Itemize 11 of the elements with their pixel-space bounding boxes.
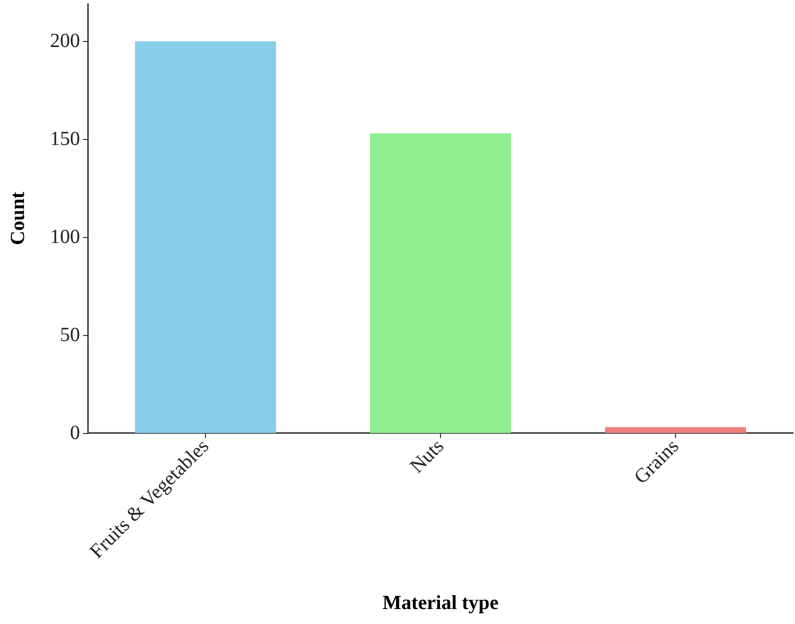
y-tick-label: 200	[50, 30, 80, 52]
y-axis-title: Count	[7, 191, 29, 246]
y-tick-label: 150	[50, 128, 80, 150]
bar	[135, 41, 276, 433]
y-tick-label: 100	[50, 226, 80, 248]
bar	[605, 427, 746, 433]
x-tick-label: Nuts	[406, 435, 448, 478]
x-axis-title: Material type	[382, 592, 499, 614]
bar	[370, 133, 511, 433]
y-tick-label: 0	[70, 422, 80, 444]
y-tick-label: 50	[60, 324, 80, 346]
